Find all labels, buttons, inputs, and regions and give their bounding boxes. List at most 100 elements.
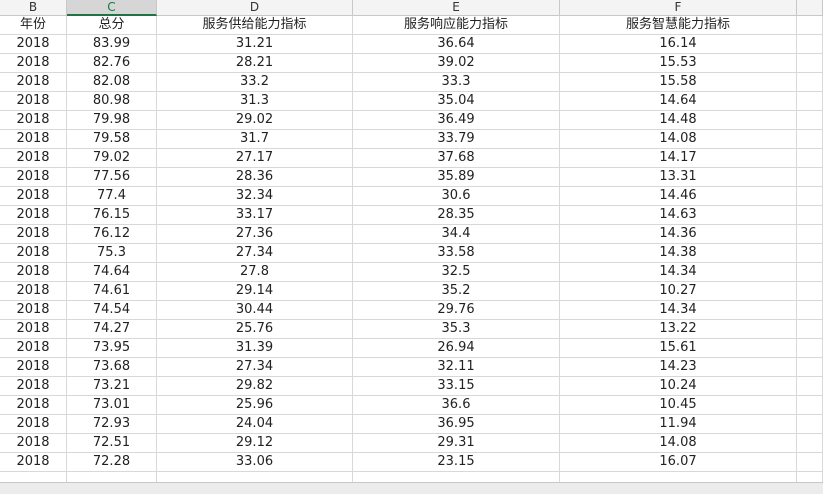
cell[interactable]: 30.6 (353, 187, 560, 206)
cell[interactable]: 34.4 (353, 225, 560, 244)
cell[interactable]: 73.01 (67, 396, 157, 415)
cell[interactable]: 29.31 (353, 434, 560, 453)
cell[interactable]: 76.12 (67, 225, 157, 244)
cell[interactable]: 14.08 (560, 130, 797, 149)
cell[interactable] (797, 282, 823, 301)
column-header[interactable]: F (560, 0, 797, 16)
cell[interactable]: 16.07 (560, 453, 797, 472)
cell[interactable]: 23.15 (353, 453, 560, 472)
cell[interactable]: 2018 (0, 168, 67, 187)
cell[interactable] (797, 149, 823, 168)
cell[interactable]: 2018 (0, 244, 67, 263)
cell[interactable]: 14.46 (560, 187, 797, 206)
cell[interactable] (797, 206, 823, 225)
cell[interactable]: 27.17 (157, 149, 353, 168)
cell[interactable]: 29.14 (157, 282, 353, 301)
cell[interactable]: 35.3 (353, 320, 560, 339)
cell[interactable]: 2018 (0, 92, 67, 111)
cell[interactable]: 14.63 (560, 206, 797, 225)
cell[interactable]: 74.61 (67, 282, 157, 301)
cell[interactable] (797, 377, 823, 396)
cell[interactable]: 32.5 (353, 263, 560, 282)
cell[interactable] (797, 187, 823, 206)
cell[interactable]: 37.68 (353, 149, 560, 168)
cell[interactable]: 25.76 (157, 320, 353, 339)
cell[interactable]: 32.11 (353, 358, 560, 377)
cell[interactable]: 14.08 (560, 434, 797, 453)
cell[interactable]: 14.34 (560, 263, 797, 282)
cell[interactable]: 72.51 (67, 434, 157, 453)
cell[interactable]: 28.21 (157, 54, 353, 73)
cell[interactable] (797, 415, 823, 434)
cell[interactable]: 39.02 (353, 54, 560, 73)
cell[interactable]: 29.82 (157, 377, 353, 396)
cell[interactable]: 14.48 (560, 111, 797, 130)
header-cell[interactable]: 年份 (0, 16, 67, 35)
cell[interactable]: 80.98 (67, 92, 157, 111)
cell[interactable]: 2018 (0, 130, 67, 149)
cell[interactable] (797, 54, 823, 73)
cell[interactable]: 27.8 (157, 263, 353, 282)
cell[interactable]: 76.15 (67, 206, 157, 225)
cell[interactable]: 33.06 (157, 453, 353, 472)
cell[interactable]: 33.17 (157, 206, 353, 225)
cell[interactable]: 10.27 (560, 282, 797, 301)
cell[interactable]: 2018 (0, 35, 67, 54)
cell[interactable]: 2018 (0, 282, 67, 301)
cell[interactable] (797, 111, 823, 130)
cell[interactable]: 2018 (0, 187, 67, 206)
cell[interactable] (797, 358, 823, 377)
cell[interactable]: 2018 (0, 263, 67, 282)
cell[interactable] (797, 168, 823, 187)
cell[interactable]: 33.58 (353, 244, 560, 263)
cell[interactable]: 13.31 (560, 168, 797, 187)
cell[interactable]: 73.21 (67, 377, 157, 396)
cell[interactable] (797, 16, 823, 35)
cell[interactable]: 33.79 (353, 130, 560, 149)
cell[interactable]: 72.93 (67, 415, 157, 434)
cell[interactable]: 72.28 (67, 453, 157, 472)
cell[interactable]: 2018 (0, 320, 67, 339)
cell[interactable] (797, 434, 823, 453)
cell[interactable]: 2018 (0, 149, 67, 168)
column-header[interactable]: B (0, 0, 67, 16)
cell[interactable]: 14.17 (560, 149, 797, 168)
cell[interactable]: 30.44 (157, 301, 353, 320)
cell[interactable] (797, 73, 823, 92)
cell[interactable]: 2018 (0, 301, 67, 320)
cell[interactable]: 74.64 (67, 263, 157, 282)
cell[interactable]: 79.58 (67, 130, 157, 149)
cell[interactable]: 28.36 (157, 168, 353, 187)
cell[interactable]: 27.34 (157, 358, 353, 377)
cell[interactable]: 29.12 (157, 434, 353, 453)
cell[interactable] (797, 130, 823, 149)
cell[interactable]: 14.64 (560, 92, 797, 111)
cell[interactable]: 16.14 (560, 35, 797, 54)
header-cell[interactable]: 服务响应能力指标 (353, 16, 560, 35)
cell[interactable] (797, 92, 823, 111)
cell[interactable]: 79.02 (67, 149, 157, 168)
cell[interactable]: 2018 (0, 434, 67, 453)
cell[interactable]: 35.04 (353, 92, 560, 111)
cell[interactable]: 15.58 (560, 73, 797, 92)
cell[interactable]: 2018 (0, 377, 67, 396)
cell[interactable]: 15.61 (560, 339, 797, 358)
cell[interactable]: 2018 (0, 339, 67, 358)
cell[interactable]: 14.23 (560, 358, 797, 377)
cell[interactable]: 14.34 (560, 301, 797, 320)
cell[interactable]: 29.76 (353, 301, 560, 320)
cell[interactable]: 31.39 (157, 339, 353, 358)
cell[interactable]: 2018 (0, 206, 67, 225)
cell[interactable]: 77.4 (67, 187, 157, 206)
cell[interactable]: 2018 (0, 111, 67, 130)
cell[interactable]: 33.15 (353, 377, 560, 396)
cell[interactable]: 25.96 (157, 396, 353, 415)
cell[interactable]: 10.24 (560, 377, 797, 396)
cell[interactable]: 77.56 (67, 168, 157, 187)
cell[interactable]: 2018 (0, 415, 67, 434)
cell[interactable]: 74.54 (67, 301, 157, 320)
header-cell[interactable]: 服务供给能力指标 (157, 16, 353, 35)
cell[interactable] (797, 225, 823, 244)
cell[interactable]: 75.3 (67, 244, 157, 263)
cell[interactable]: 15.53 (560, 54, 797, 73)
